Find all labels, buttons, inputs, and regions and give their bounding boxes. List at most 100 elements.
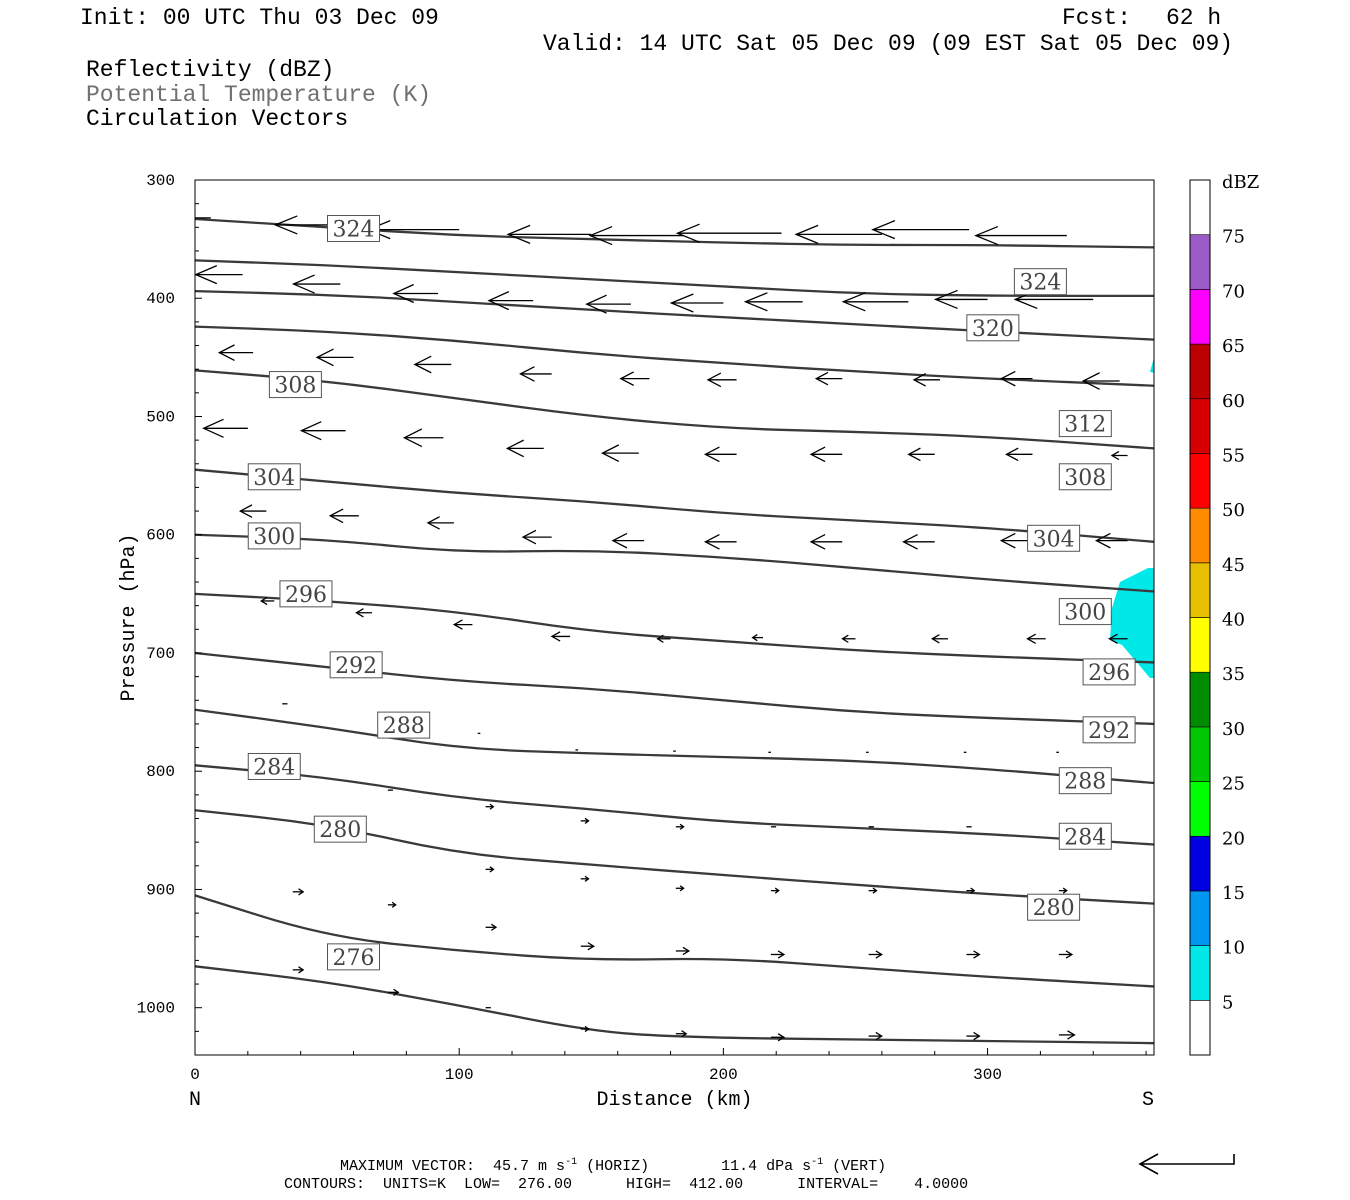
max-vector-info: MAXIMUM VECTOR: 45.7 m s-1 (HORIZ) 11.4 … [340,1157,886,1175]
isentrope-280 [195,894,1154,988]
contour-label: 288 [1058,767,1112,795]
circulation-vector [703,534,737,550]
plot-frame [194,179,1155,1056]
circulation-vector [413,355,452,374]
colorbar-level-label: 5 [1222,992,1233,1013]
svg-text:276: 276 [333,946,375,971]
circulation-vector [195,264,243,285]
colorbar-swatch [1189,562,1211,618]
circulation-vector [1026,633,1046,644]
colorbar-swatch [1189,234,1211,290]
contour-label: 296 [1082,658,1136,686]
colorbar-swatch [1189,835,1211,892]
field-reflectivity: Reflectivity (dBZ) [86,57,335,83]
y-tick-label: 900 [146,881,175,899]
circulation-vector [1005,447,1033,462]
colorbar-level-label: 75 [1222,227,1245,248]
colorbar-level-label: 35 [1222,664,1245,685]
contour-label: 284 [247,752,301,780]
circulation-vector [794,224,882,244]
svg-text:288: 288 [383,714,425,739]
circulation-vector [868,1031,883,1041]
svg-text:296: 296 [1088,661,1130,686]
field-circulation-vectors: Circulation Vectors [86,106,349,132]
contour-label: 284 [1058,822,1112,850]
colorbar-level-label: 20 [1222,828,1245,849]
contour-label: 320 [966,314,1020,342]
contour-label: 296 [279,580,333,608]
circulation-vector [387,901,397,908]
x-tick-label: 200 [709,1066,738,1084]
colorbar-swatch [1189,507,1211,564]
contour-label: 300 [1058,598,1112,626]
circulation-vector [770,887,780,894]
svg-text:324: 324 [333,217,375,242]
circulation-vector [485,866,495,873]
circulation-vector [1058,887,1068,894]
svg-text:308: 308 [1064,466,1106,491]
circulation-vector [675,946,691,956]
circulation-vector [387,988,400,996]
isentrope-276 [195,965,1154,1045]
isentrope-308 [195,468,1154,543]
isentrope-304 [195,533,1154,593]
circulation-vector [841,292,909,312]
circulation-vector [505,439,544,458]
vert-tag: (VERT) [832,1158,887,1175]
circulation-vector [238,504,267,518]
colorbar-level-label: 10 [1222,938,1245,959]
circulation-vector [1094,532,1128,549]
colorbar-frame [1189,179,1211,1056]
reflectivity-area-high [1150,357,1154,373]
svg-text:300: 300 [1064,601,1106,626]
contour-label: 280 [313,815,367,843]
colorbar-level-label: 40 [1222,610,1245,631]
circulation-vector [366,220,460,240]
isentrope-324 [195,259,1154,298]
forecast-label: Fcst: [1062,5,1132,31]
circulation-vector [506,224,592,244]
circulation-vector [611,532,645,549]
contour-label: 324 [1013,268,1067,296]
svg-text:280: 280 [1033,896,1075,921]
circulation-vector [912,373,941,387]
colorbar-level-label: 15 [1222,883,1245,904]
y-tick-label: 500 [146,408,175,426]
isentrope-292 [195,708,1154,785]
svg-text:284: 284 [1064,825,1106,850]
isentrope-296 [195,651,1154,726]
contour-label: 288 [377,711,431,739]
y-tick-label: 400 [146,290,175,308]
y-tick-label: 300 [146,172,175,190]
colorbar-level-label: 60 [1222,391,1245,412]
plot-area [195,215,1154,1045]
colorbar-swatch [1189,726,1211,782]
circulation-vector [328,508,359,524]
colorbar-swatch [1189,1000,1211,1056]
circulation-vector [292,966,305,974]
circulation-vector [770,950,786,959]
circulation-vector [292,888,305,896]
contour-label: 304 [1027,524,1081,552]
colorbar-swatch [1189,617,1211,673]
colorbar-swatch [1189,945,1211,1001]
circulation-vector [675,223,782,243]
circulation-vector [291,274,341,294]
colorbar-swatch [1189,453,1211,509]
colorbar-swatch [1189,781,1211,837]
circulation-vector [743,292,803,312]
isentrope-288 [195,764,1154,846]
svg-text:324: 324 [1019,271,1061,296]
circulation-vector [452,619,473,630]
valid-time: Valid: 14 UTC Sat 05 Dec 09 (09 EST Sat … [543,31,1234,57]
circulation-vector [706,372,737,388]
forecast-hours: 62 h [1166,5,1222,31]
contour-label: 292 [1082,716,1136,744]
circulation-vector [966,950,981,959]
horiz-max-value: 45.7 m s [493,1158,566,1175]
circulation-vector [966,1031,981,1041]
colorbar-level-label: 50 [1222,500,1245,521]
circulation-vector [426,516,454,530]
vert-max-value: 11.4 dPa s [721,1158,812,1175]
